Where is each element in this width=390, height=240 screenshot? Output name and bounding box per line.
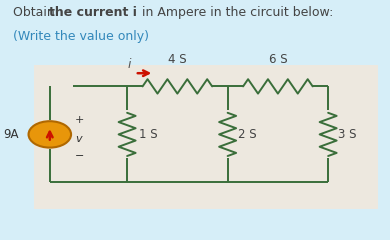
- Text: v: v: [75, 134, 82, 144]
- Text: i: i: [127, 58, 131, 71]
- Text: +: +: [75, 115, 84, 125]
- Text: 1 S: 1 S: [140, 128, 158, 141]
- Circle shape: [28, 121, 71, 148]
- Text: 9A: 9A: [4, 128, 19, 141]
- Text: the current i: the current i: [50, 6, 137, 19]
- Text: 6 S: 6 S: [269, 53, 287, 66]
- Text: 3 S: 3 S: [338, 128, 356, 141]
- FancyBboxPatch shape: [34, 65, 378, 209]
- Text: −: −: [75, 151, 84, 161]
- Text: 2 S: 2 S: [238, 128, 257, 141]
- Text: Obtain: Obtain: [13, 6, 59, 19]
- Text: 4 S: 4 S: [168, 53, 187, 66]
- Text: in Ampere in the circuit below:: in Ampere in the circuit below:: [138, 6, 333, 19]
- Text: (Write the value only): (Write the value only): [13, 30, 149, 43]
